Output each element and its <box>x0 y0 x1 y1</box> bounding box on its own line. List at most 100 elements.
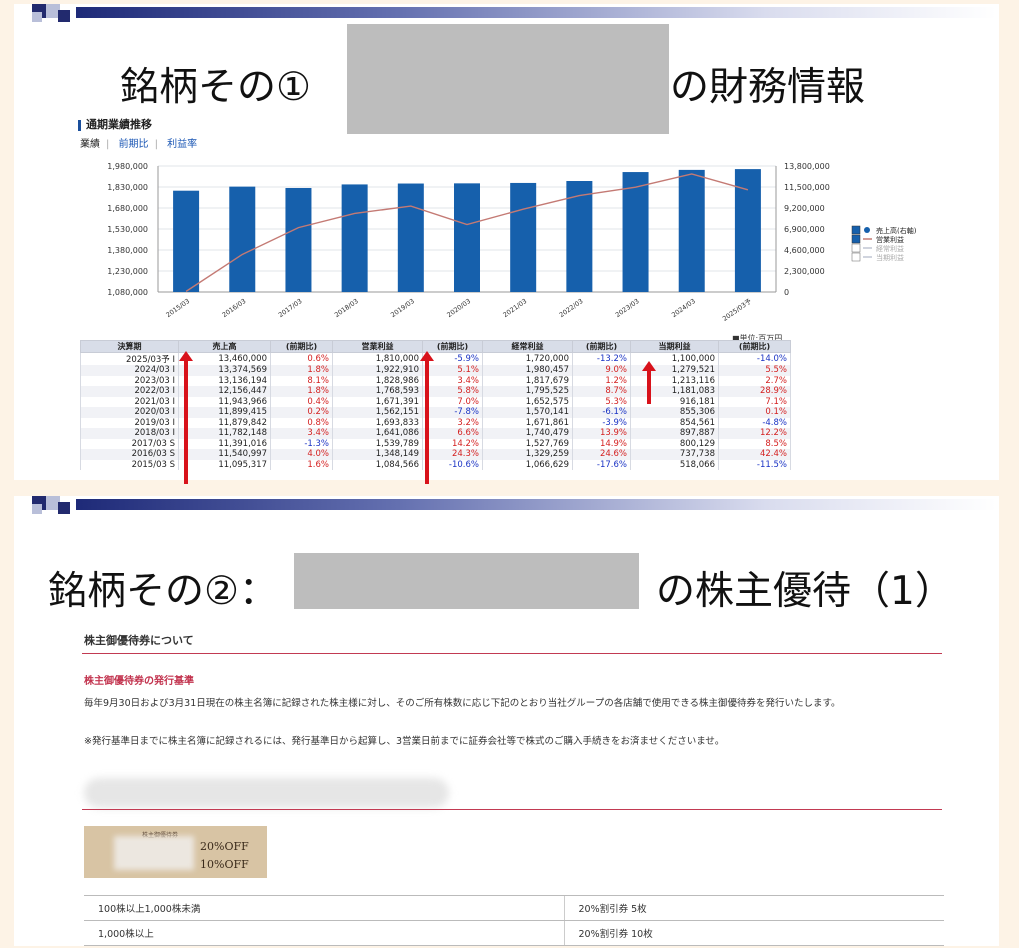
table-cell: 1,084,566 <box>332 459 423 470</box>
coupon-line-2: 10%OFF <box>200 858 249 871</box>
table-cell: 2025/03予 I <box>80 352 179 365</box>
y-tick-left: 1,830,000 <box>107 183 148 192</box>
table-row: 2017/03 S 11,391,016 -1.3% 1,539,789 14.2% 1,… <box>80 438 791 449</box>
y-tick-right: 13,800,000 <box>784 162 830 171</box>
table-cell: 1,066,629 <box>482 459 573 470</box>
table-header-cell: (前期比) <box>422 340 483 353</box>
table-row: 2018/03 I 11,782,148 3.4% 1,641,086 6.6% 1,74… <box>80 428 791 439</box>
bar-sales <box>678 169 705 292</box>
table-cell: 7.0% <box>422 396 483 407</box>
benefit-cell: 20%割引券 5枚 <box>563 895 944 921</box>
table-cell: 11,095,317 <box>178 459 271 470</box>
redacted-company-name <box>347 24 669 134</box>
table-cell: 916,181 <box>630 396 719 407</box>
table-header-cell: 当期利益 <box>630 340 719 353</box>
table-row: 2023/03 I 13,136,194 8.1% 1,828,986 3.4% 1,81… <box>80 375 791 386</box>
table-cell: 2023/03 I <box>80 375 179 386</box>
table-cell: 14.9% <box>572 438 631 449</box>
table-cell: 855,306 <box>630 407 719 418</box>
table-cell: 2016/03 S <box>80 449 179 460</box>
table-cell: 5.3% <box>572 396 631 407</box>
table-cell: 42.4% <box>718 449 791 460</box>
table-cell: 1,671,861 <box>482 417 573 428</box>
slide-financial-info: 銘柄その① の財務情報 通期業績推移 業績 | 前期比 | 利益率 1,980,00… <box>14 4 999 484</box>
unit-label: ■単位:百万円 <box>732 334 783 343</box>
table-cell: 1,810,000 <box>332 352 423 365</box>
bar-sales <box>566 181 593 292</box>
line-operating-profit <box>185 173 749 292</box>
table-cell: 897,887 <box>630 428 719 439</box>
bar-sales <box>341 184 368 292</box>
tab-yoy[interactable]: 前期比 <box>118 139 149 150</box>
table-cell: 6.6% <box>422 428 483 439</box>
legend-label: 当期利益 <box>876 253 904 262</box>
table-header-cell: 決算期 <box>80 340 179 353</box>
coupon-title: 株主御優待券 <box>142 830 178 839</box>
red-arrow-operating <box>420 351 434 484</box>
table-cell: 1,980,457 <box>482 365 573 376</box>
slide-title-prefix: 銘柄その① <box>120 65 311 110</box>
table-cell: 3.2% <box>422 417 483 428</box>
red-arrow-net <box>642 361 656 404</box>
legend-label: 売上高(右軸) <box>876 226 917 235</box>
y-tick-right: 9,200,000 <box>784 204 825 213</box>
y-tick-right: 11,500,000 <box>784 183 830 192</box>
table-cell: 2021/03 I <box>80 396 179 407</box>
x-tick-label: 2023/03 <box>614 297 641 319</box>
legend-box <box>851 252 861 262</box>
table-cell: -6.1% <box>572 407 631 418</box>
slide-title-suffix: の財務情報 <box>670 65 866 110</box>
table-cell: 0.8% <box>270 417 333 428</box>
y-tick-left: 1,230,000 <box>107 267 148 276</box>
table-row: 100株以上1,000株未満 20%割引券 5枚 <box>84 895 944 921</box>
financial-table: 決算期 売上高 (前期比) 営業利益 (前期比) 経常利益 (前期比) 当期利益 (前期比) 2… <box>80 340 791 470</box>
slide-title-prefix: 銘柄その②： <box>48 569 278 614</box>
table-cell: -13.2% <box>572 352 631 365</box>
table-cell: 2.7% <box>718 375 791 386</box>
table-cell: 0.4% <box>270 396 333 407</box>
table-cell: 5.1% <box>422 365 483 376</box>
table-header-cell: 売上高 <box>178 340 271 353</box>
table-cell: 518,066 <box>630 459 719 470</box>
table-cell: 1,348,149 <box>332 449 423 460</box>
legend-label: 経常利益 <box>876 244 904 253</box>
tab-margin[interactable]: 利益率 <box>167 139 198 150</box>
tab-performance[interactable]: 業績 <box>80 139 100 150</box>
table-header-cell: (前期比) <box>718 340 791 353</box>
table-cell: 2022/03 I <box>80 386 179 397</box>
table-cell: 2017/03 S <box>80 438 179 449</box>
table-cell: 3.4% <box>422 375 483 386</box>
table-cell: 1,817,679 <box>482 375 573 386</box>
coupon-image: 株主御優待券 20%OFF 10%OFF <box>84 826 267 878</box>
legend-marker <box>864 227 870 233</box>
table-cell: 1,671,391 <box>332 396 423 407</box>
table-cell: 1,720,000 <box>482 352 573 365</box>
bar-sales <box>229 186 256 292</box>
table-cell: 11,391,016 <box>178 438 271 449</box>
table-cell: 0.6% <box>270 352 333 365</box>
table-cell: 9.0% <box>572 365 631 376</box>
y-tick-left: 1,380,000 <box>107 246 148 255</box>
red-arrow-sales <box>179 351 193 484</box>
table-cell: 1,828,986 <box>332 375 423 386</box>
table-cell: 800,129 <box>630 438 719 449</box>
table-row: 2015/03 S 11,095,317 1.6% 1,084,566 -10.6% 1,… <box>80 459 791 470</box>
table-cell: 12,156,447 <box>178 386 271 397</box>
table-cell: 737,738 <box>630 449 719 460</box>
table-header-cell: (前期比) <box>572 340 631 353</box>
table-cell: 11,879,842 <box>178 417 271 428</box>
table-header-cell: 営業利益 <box>332 340 423 353</box>
table-cell: -3.9% <box>572 417 631 428</box>
table-cell: 2024/03 I <box>80 365 179 376</box>
table-row: 2022/03 I 12,156,447 1.8% 1,768,593 5.8% 1,79… <box>80 386 791 397</box>
table-cell: 2018/03 I <box>80 428 179 439</box>
table-row: 2024/03 I 13,374,569 1.8% 1,922,910 5.1% 1,98… <box>80 365 791 376</box>
benefits-subtitle: 株主御優待券について <box>84 634 194 647</box>
performance-chart: 1,980,000 13,800,000 1,830,000 11,500,000 1,… <box>107 162 917 323</box>
header-decoration <box>14 4 999 22</box>
table-cell: 11,899,415 <box>178 407 271 418</box>
y-tick-left: 1,680,000 <box>107 204 148 213</box>
x-tick-label: 2022/03 <box>558 297 585 319</box>
benefits-table: 100株以上1,000株未満 20%割引券 5枚 1,000株以上 20%割引券… <box>84 895 944 946</box>
table-cell: -14.0% <box>718 352 791 365</box>
